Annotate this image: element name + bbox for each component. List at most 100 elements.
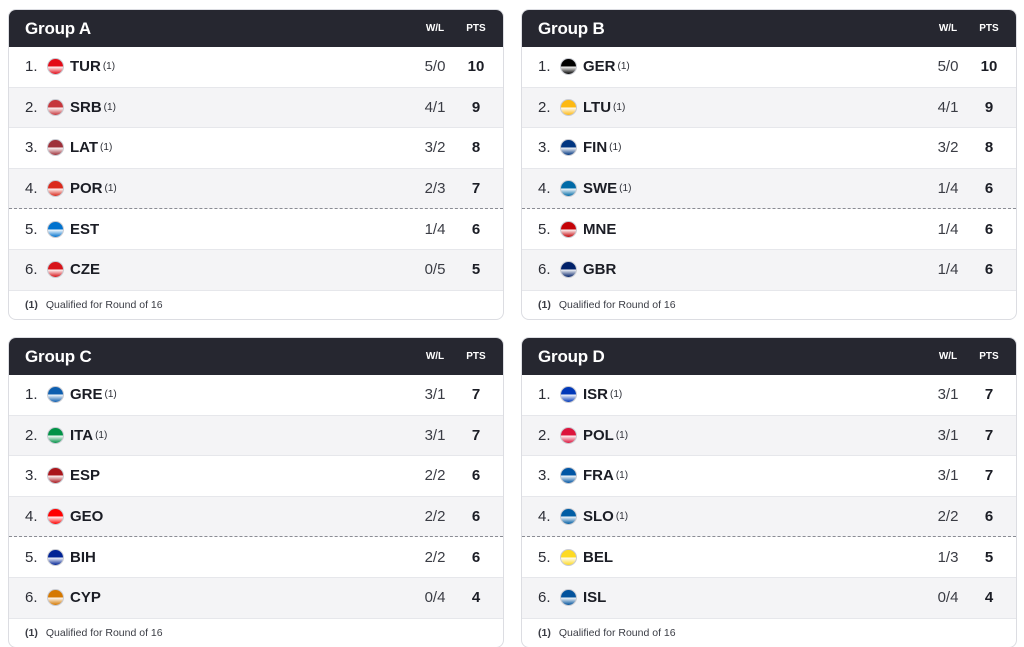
bih-flag-icon <box>47 548 64 566</box>
pts-column-header: PTS <box>466 23 486 34</box>
win-loss: 1/4 <box>937 220 959 238</box>
team-code[interactable]: GRE <box>70 386 103 404</box>
team-code[interactable]: POL <box>583 426 614 444</box>
footnote-text: Qualified for Round of 16 <box>45 298 163 311</box>
footnote-mark: (1) <box>25 626 38 639</box>
srb-flag-icon <box>47 98 64 116</box>
win-loss: 2/3 <box>424 180 446 198</box>
group-title: Group D <box>538 346 605 366</box>
win-loss: 2/2 <box>424 467 446 485</box>
footnote-text: Qualified for Round of 16 <box>558 626 676 639</box>
team-code[interactable]: GBR <box>583 261 617 279</box>
team-code[interactable]: BIH <box>70 548 96 566</box>
team-code[interactable]: GER <box>583 58 616 76</box>
team-code[interactable]: SRB <box>70 98 102 116</box>
team-code[interactable]: ISL <box>583 589 607 607</box>
standings-row[interactable]: 3. FRA (1) 3/1 7 <box>522 456 1016 497</box>
team-code[interactable]: FIN <box>583 139 608 157</box>
standings-row[interactable]: 2. SRB (1) 4/1 9 <box>9 87 503 129</box>
team-code[interactable]: BEL <box>583 548 613 566</box>
qualified-mark: (1) <box>102 61 116 73</box>
team-code[interactable]: ITA <box>70 426 94 444</box>
team-code[interactable]: CZE <box>70 261 100 279</box>
qualified-mark: (1) <box>100 142 113 154</box>
ltu-flag-icon <box>560 98 577 116</box>
rank: 5. <box>25 220 38 238</box>
team-code[interactable]: GEO <box>70 508 104 526</box>
footnote-text: Qualified for Round of 16 <box>558 298 676 311</box>
standings-row[interactable]: 6. CZE 0/5 5 <box>9 249 503 291</box>
team-code[interactable]: ESP <box>70 467 101 485</box>
standings-row[interactable]: 5. EST 1/4 6 <box>9 209 503 250</box>
team-code[interactable]: SWE <box>583 180 618 198</box>
win-loss: 0/4 <box>424 589 446 607</box>
team-code[interactable]: SLO <box>583 508 614 526</box>
standings-row[interactable]: 2. LTU (1) 4/1 9 <box>522 87 1016 129</box>
qualified-mark: (1) <box>619 183 632 195</box>
ita-flag-icon <box>47 426 64 444</box>
standings-row[interactable]: 1. GER (1) 5/0 10 <box>522 47 1016 88</box>
rank: 2. <box>25 98 38 116</box>
standings-row[interactable]: 2. POL (1) 3/1 7 <box>522 415 1016 457</box>
win-loss: 2/2 <box>424 548 446 566</box>
standings-row[interactable]: 4. POR (1) 2/3 7 <box>9 168 503 210</box>
points: 9 <box>471 98 481 116</box>
win-loss: 0/4 <box>937 589 959 607</box>
group-c-card: Group C W/L PTS 1. GRE (1) 3/1 7 2. ITA (1) 3/1 7… <box>8 337 504 647</box>
points: 6 <box>471 467 481 485</box>
win-loss: 2/2 <box>424 508 446 526</box>
bel-flag-icon <box>560 548 577 566</box>
qualified-mark: (1) <box>613 101 626 113</box>
points: 5 <box>471 261 481 279</box>
group-d-card: Group D W/L PTS 1. ISR (1) 3/1 7 2. POL (1) 3/1 7… <box>521 337 1017 647</box>
points: 4 <box>984 589 994 607</box>
team-code[interactable]: FRA <box>583 467 614 485</box>
isl-flag-icon <box>560 589 577 607</box>
points: 6 <box>984 261 994 279</box>
team-code[interactable]: MNE <box>583 220 617 238</box>
footnote-mark: (1) <box>538 298 551 311</box>
cze-flag-icon <box>47 261 64 279</box>
points: 8 <box>984 139 994 157</box>
standings-row[interactable]: 5. BEL 1/3 5 <box>522 537 1016 578</box>
esp-flag-icon <box>47 467 64 485</box>
est-flag-icon <box>47 220 64 238</box>
standings-row[interactable]: 1. ISR (1) 3/1 7 <box>522 375 1016 416</box>
win-loss: 5/0 <box>937 58 959 76</box>
standings-row[interactable]: 4. GEO 2/2 6 <box>9 496 503 538</box>
standings-row[interactable]: 6. CYP 0/4 4 <box>9 577 503 619</box>
win-loss: 1/3 <box>937 548 959 566</box>
team-code[interactable]: LTU <box>583 98 612 116</box>
qualified-mark: (1) <box>615 429 629 441</box>
rank: 3. <box>25 139 38 157</box>
team-code[interactable]: ISR <box>583 386 609 404</box>
standings-row[interactable]: 4. SLO (1) 2/2 6 <box>522 496 1016 538</box>
standings-row[interactable]: 6. GBR 1/4 6 <box>522 249 1016 291</box>
group-title: Group A <box>25 18 91 38</box>
standings-row[interactable]: 3. ESP 2/2 6 <box>9 456 503 497</box>
cyp-flag-icon <box>47 589 64 607</box>
standings-row[interactable]: 3. FIN (1) 3/2 8 <box>522 128 1016 169</box>
points: 7 <box>471 386 481 404</box>
qualified-mark: (1) <box>103 101 116 113</box>
standings-row[interactable]: 4. SWE (1) 1/4 6 <box>522 168 1016 210</box>
standings-row[interactable]: 1. TUR (1) 5/0 10 <box>9 47 503 88</box>
win-loss: 3/1 <box>424 386 446 404</box>
rank: 1. <box>25 58 38 76</box>
standings-row[interactable]: 3. LAT (1) 3/2 8 <box>9 128 503 169</box>
team-code[interactable]: LAT <box>70 139 99 157</box>
standings-row[interactable]: 5. MNE 1/4 6 <box>522 209 1016 250</box>
team-code[interactable]: TUR <box>70 58 101 76</box>
team-code[interactable]: POR <box>70 180 103 198</box>
team-code[interactable]: EST <box>70 220 100 238</box>
standings-row[interactable]: 6. ISL 0/4 4 <box>522 577 1016 619</box>
standings-row[interactable]: 2. ITA (1) 3/1 7 <box>9 415 503 457</box>
rank: 6. <box>538 261 551 279</box>
points: 6 <box>984 508 994 526</box>
standings-row[interactable]: 1. GRE (1) 3/1 7 <box>9 375 503 416</box>
qualified-mark: (1) <box>95 429 108 441</box>
rank: 2. <box>538 98 551 116</box>
gbr-flag-icon <box>560 261 577 279</box>
team-code[interactable]: CYP <box>70 589 101 607</box>
standings-row[interactable]: 5. BIH 2/2 6 <box>9 537 503 578</box>
